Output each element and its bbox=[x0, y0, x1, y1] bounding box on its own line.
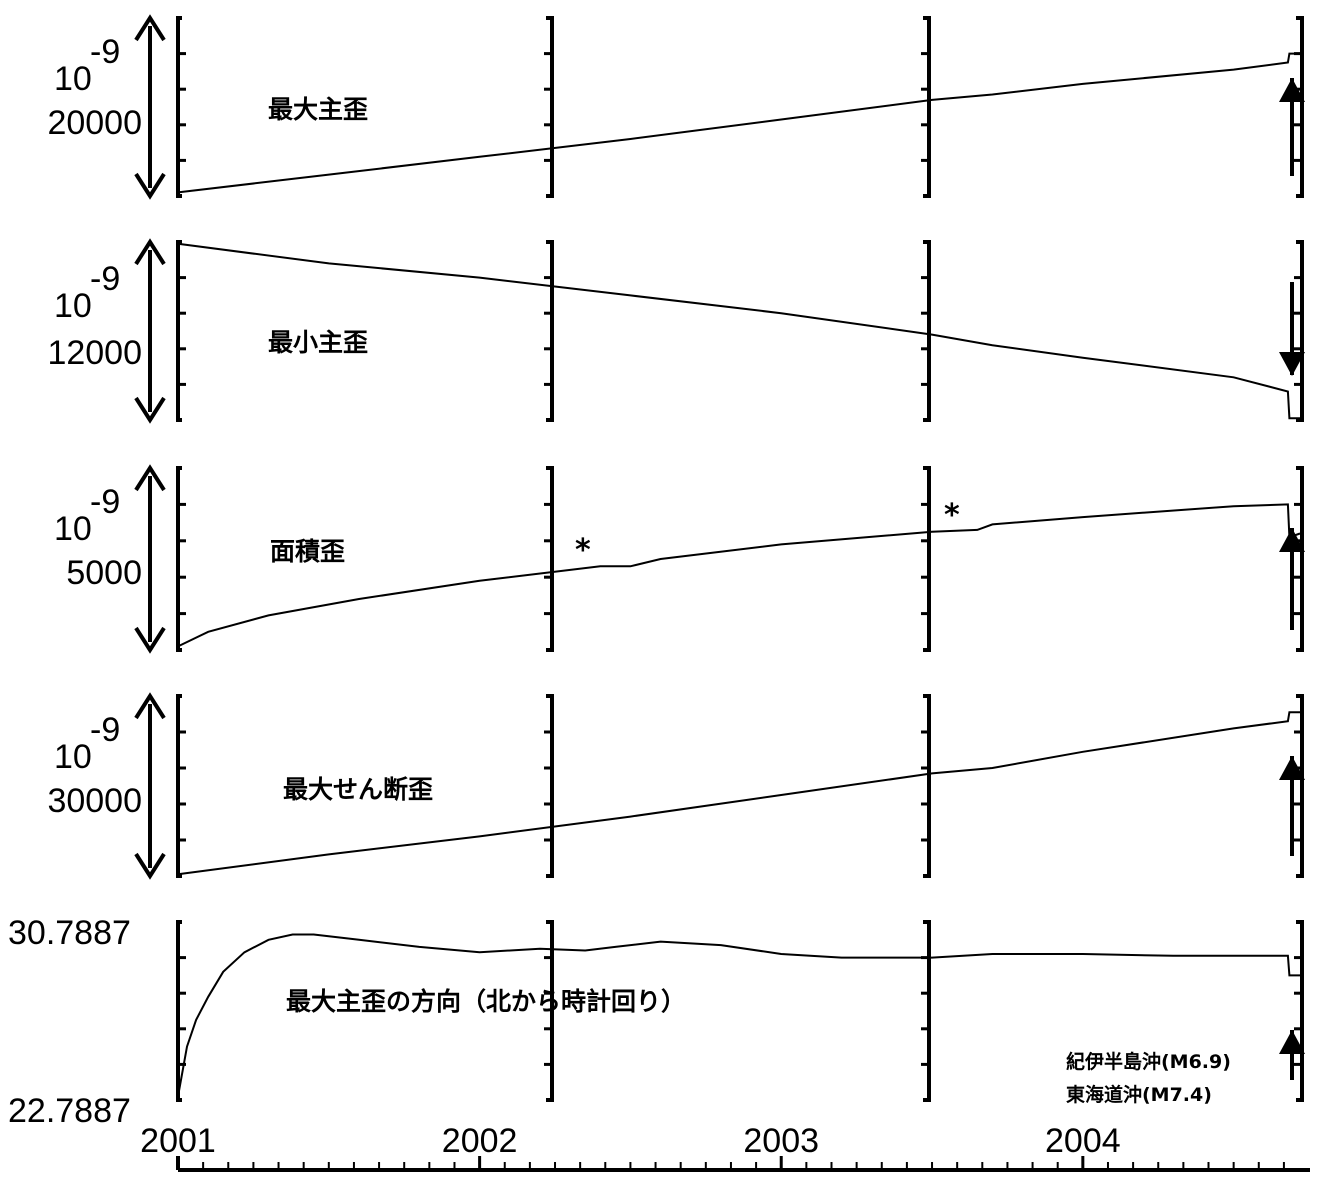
scale-arrow-head-up-icon bbox=[134, 692, 166, 720]
panel-bracket bbox=[546, 694, 554, 878]
year-label: 2003 bbox=[743, 1122, 819, 1160]
scale-value: 30000 bbox=[47, 782, 142, 820]
panel-bracket bbox=[1296, 240, 1304, 422]
panel-bracket bbox=[923, 16, 931, 198]
panel-bracket bbox=[1296, 16, 1304, 198]
year-label: 2001 bbox=[140, 1122, 216, 1160]
event-arrow-up-icon bbox=[1279, 78, 1305, 102]
panel-title: 最大せん断歪 bbox=[283, 775, 433, 804]
time-axis: 2001 2002 2003 2004 bbox=[140, 1122, 1310, 1172]
asterisk-note: * bbox=[575, 533, 591, 568]
panel-1: 最大主歪 10-9 20000 bbox=[47, 14, 1305, 200]
panel-4: 最大せん断歪 10-9 30000 bbox=[47, 692, 1305, 880]
unit-label: 10 bbox=[54, 510, 92, 548]
panel-bracket bbox=[176, 920, 182, 1102]
unit-exponent: -9 bbox=[90, 33, 120, 71]
event-arrow-down-icon bbox=[1279, 352, 1305, 376]
panel-title: 面積歪 bbox=[270, 537, 345, 566]
panel-bracket bbox=[546, 466, 554, 652]
unit-exponent: -9 bbox=[90, 260, 120, 298]
panel-bracket bbox=[546, 16, 554, 198]
event-arrow-up-icon bbox=[1279, 1030, 1305, 1054]
panel-bracket bbox=[923, 466, 931, 652]
panel-bracket bbox=[1296, 466, 1304, 652]
panel-bracket bbox=[923, 240, 931, 422]
panel-2: 最小主歪 10-9 12000 bbox=[47, 238, 1305, 424]
scale-value: 20000 bbox=[47, 104, 142, 142]
year-label: 2002 bbox=[442, 1122, 518, 1160]
scale-arrow-head-up-icon bbox=[134, 238, 166, 266]
unit-label: 10 bbox=[54, 60, 92, 98]
panel-bracket bbox=[1296, 920, 1304, 1102]
series-line-2 bbox=[177, 242, 1300, 420]
panel-bracket bbox=[546, 920, 554, 1102]
series-line-3 bbox=[177, 503, 1301, 648]
scale-arrow-head-up-icon bbox=[134, 14, 166, 42]
scale-arrow-head-down-icon bbox=[134, 626, 166, 654]
event-arrow-up-icon bbox=[1279, 756, 1305, 780]
panel-bracket bbox=[176, 694, 182, 878]
scale-arrow-head-down-icon bbox=[134, 852, 166, 880]
panel-3: 面積歪 10-9 5000 * * bbox=[54, 464, 1305, 654]
axis-max-value: 30.7887 bbox=[8, 914, 131, 952]
event-label: 紀伊半島沖(M6.9) bbox=[1066, 1050, 1231, 1073]
panel-bracket bbox=[923, 920, 931, 1102]
series-line-5 bbox=[177, 933, 1300, 1097]
scale-value: 12000 bbox=[47, 334, 142, 372]
series-line-1 bbox=[177, 52, 1300, 194]
panel-bracket bbox=[546, 240, 554, 422]
panel-bracket bbox=[176, 466, 182, 652]
event-arrow-up-icon bbox=[1279, 528, 1305, 552]
panel-bracket bbox=[176, 16, 182, 198]
panel-5: 最大主歪の方向（北から時計回り） 30.7887 22.7887 紀伊半島沖(M6.9… bbox=[8, 914, 1305, 1130]
unit-label: 10 bbox=[54, 287, 92, 325]
panel-title: 最大主歪の方向（北から時計回り） bbox=[286, 987, 686, 1016]
series-line-4 bbox=[177, 711, 1300, 876]
scale-value: 5000 bbox=[66, 554, 142, 592]
event-label: 東海道沖(M7.4) bbox=[1066, 1083, 1212, 1106]
panel-bracket bbox=[923, 694, 931, 878]
panel-title: 最大主歪 bbox=[268, 95, 368, 124]
panel-bracket bbox=[176, 240, 182, 422]
year-label: 2004 bbox=[1045, 1122, 1121, 1160]
unit-exponent: -9 bbox=[90, 711, 120, 749]
asterisk-note: * bbox=[944, 498, 960, 533]
unit-exponent: -9 bbox=[90, 483, 120, 521]
panel-title: 最小主歪 bbox=[268, 328, 368, 357]
scale-arrow-head-down-icon bbox=[134, 172, 166, 200]
scale-arrow-head-down-icon bbox=[134, 396, 166, 424]
panel-bracket bbox=[1296, 694, 1304, 878]
unit-label: 10 bbox=[54, 738, 92, 776]
axis-min-value: 22.7887 bbox=[8, 1092, 131, 1130]
scale-arrow-head-up-icon bbox=[134, 464, 166, 492]
